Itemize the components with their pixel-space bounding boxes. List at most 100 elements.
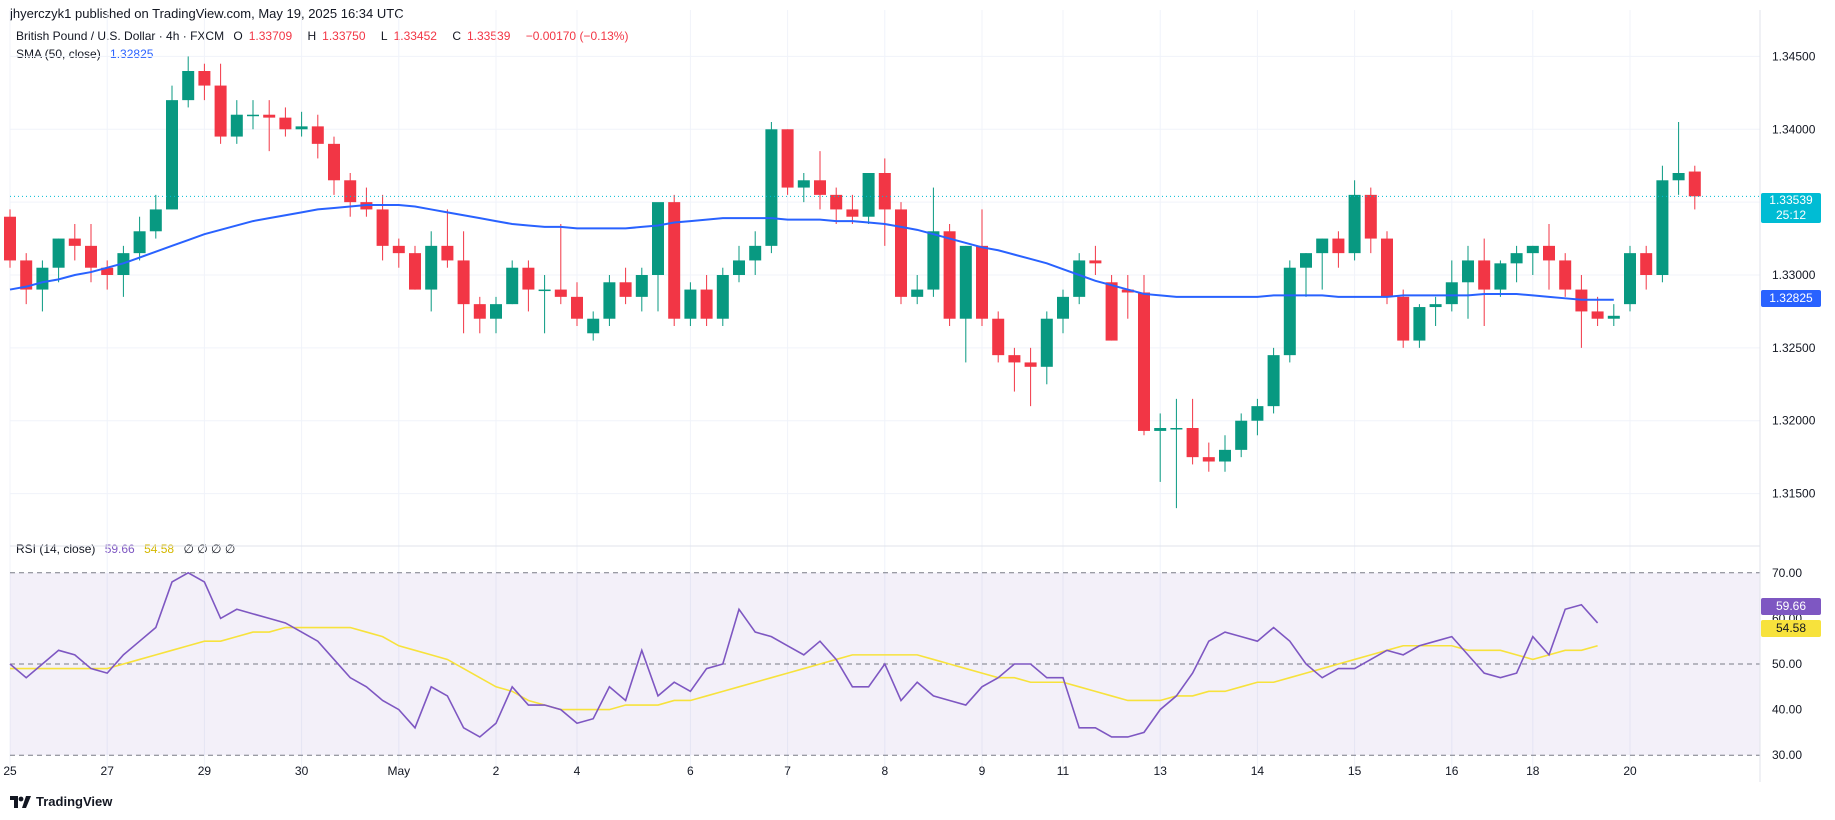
candle[interactable]: [490, 296, 502, 334]
candle[interactable]: [1543, 224, 1555, 290]
candle[interactable]: [117, 245, 130, 297]
candle[interactable]: [392, 238, 405, 268]
candle[interactable]: [295, 111, 308, 137]
candle[interactable]: [198, 63, 211, 101]
candle[interactable]: [733, 245, 745, 283]
candle[interactable]: [36, 260, 49, 312]
candle[interactable]: [571, 282, 583, 326]
candle[interactable]: [166, 85, 178, 210]
candle[interactable]: [1186, 398, 1199, 465]
candle[interactable]: [603, 275, 616, 326]
candle[interactable]: [797, 173, 810, 203]
candle[interactable]: [1283, 260, 1296, 363]
candle[interactable]: [781, 129, 794, 195]
candle[interactable]: [635, 267, 648, 312]
candle[interactable]: [1397, 289, 1410, 348]
candle[interactable]: [700, 275, 713, 326]
candle[interactable]: [441, 209, 454, 268]
candle[interactable]: [1591, 296, 1604, 326]
candle[interactable]: [1624, 245, 1636, 312]
candle[interactable]: [1445, 260, 1458, 312]
candle[interactable]: [230, 100, 243, 144]
candle[interactable]: [1575, 275, 1588, 348]
candle[interactable]: [360, 187, 373, 217]
candle[interactable]: [878, 158, 891, 246]
candle[interactable]: [1640, 245, 1653, 290]
candle[interactable]: [1057, 289, 1069, 334]
candle[interactable]: [959, 245, 972, 363]
candle[interactable]: [68, 224, 81, 261]
candle[interactable]: [1364, 187, 1377, 254]
candle[interactable]: [1316, 238, 1329, 290]
candle[interactable]: [554, 224, 567, 305]
candle[interactable]: [1235, 413, 1248, 458]
candle[interactable]: [1559, 253, 1572, 297]
candle[interactable]: [1024, 347, 1037, 407]
candle[interactable]: [1526, 245, 1539, 275]
candle[interactable]: [1219, 435, 1231, 472]
candle[interactable]: [749, 231, 762, 275]
candle[interactable]: [684, 282, 697, 326]
candle[interactable]: [1607, 304, 1620, 326]
candle[interactable]: [1121, 275, 1134, 319]
candle[interactable]: [1073, 253, 1086, 305]
candle[interactable]: [506, 260, 519, 305]
candle[interactable]: [1672, 122, 1685, 195]
candle[interactable]: [765, 122, 778, 254]
candle[interactable]: [976, 209, 988, 326]
candle[interactable]: [328, 136, 340, 195]
price-chart[interactable]: 1.345001.340001.335001.330001.325001.320…: [0, 0, 1835, 790]
candle[interactable]: [182, 56, 195, 108]
candle[interactable]: [911, 275, 924, 305]
tradingview-logo[interactable]: TradingView: [10, 794, 112, 809]
candle[interactable]: [311, 114, 324, 159]
candle[interactable]: [133, 216, 146, 261]
candle[interactable]: [1089, 245, 1102, 275]
candle[interactable]: [846, 194, 859, 224]
candle[interactable]: [1510, 245, 1523, 283]
candle[interactable]: [538, 275, 551, 334]
candle[interactable]: [101, 260, 114, 290]
candle[interactable]: [1688, 165, 1701, 210]
candle[interactable]: [522, 260, 535, 312]
candle[interactable]: [587, 311, 600, 341]
candle[interactable]: [1413, 304, 1426, 348]
candle[interactable]: [1300, 253, 1312, 297]
candle[interactable]: [652, 202, 664, 312]
candle[interactable]: [1348, 180, 1361, 261]
candle[interactable]: [1202, 442, 1215, 472]
candle[interactable]: [52, 238, 65, 283]
candle[interactable]: [619, 267, 632, 305]
candle[interactable]: [668, 194, 681, 326]
candle[interactable]: [1138, 275, 1150, 436]
candle[interactable]: [457, 231, 470, 334]
candle[interactable]: [895, 202, 907, 305]
candle[interactable]: [1154, 413, 1167, 482]
candle[interactable]: [263, 100, 276, 152]
candle[interactable]: [927, 187, 940, 297]
candle[interactable]: [20, 253, 33, 305]
candle[interactable]: [1462, 245, 1474, 319]
candle[interactable]: [1332, 231, 1345, 268]
candle[interactable]: [409, 245, 421, 290]
candle[interactable]: [943, 224, 956, 326]
candle[interactable]: [1494, 260, 1507, 297]
candle[interactable]: [1656, 165, 1669, 283]
candle[interactable]: [1478, 238, 1491, 326]
candle[interactable]: [814, 151, 826, 210]
candle[interactable]: [1429, 296, 1442, 326]
candle[interactable]: [1170, 398, 1183, 509]
candle[interactable]: [473, 296, 486, 334]
candle[interactable]: [1040, 311, 1053, 385]
candle[interactable]: [214, 63, 227, 144]
candle[interactable]: [425, 231, 438, 312]
candle[interactable]: [862, 173, 875, 224]
candle[interactable]: [1381, 231, 1393, 305]
candle[interactable]: [4, 209, 16, 268]
candle[interactable]: [1008, 347, 1021, 392]
candle[interactable]: [247, 100, 259, 130]
candle[interactable]: [1251, 398, 1264, 436]
candle[interactable]: [716, 267, 729, 326]
candle[interactable]: [830, 187, 843, 224]
candle[interactable]: [279, 107, 292, 137]
